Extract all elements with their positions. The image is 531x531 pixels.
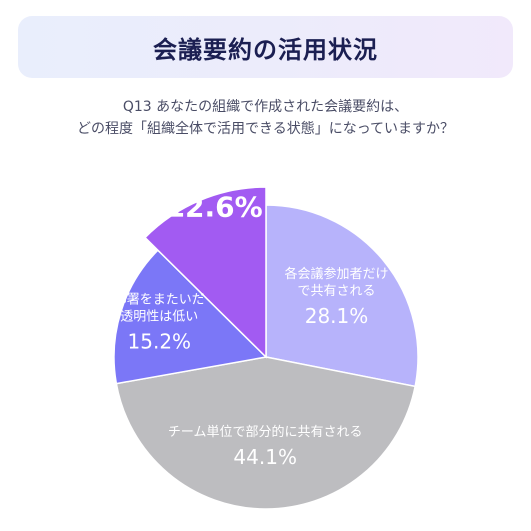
title-banner: 会議要約の活用状況 — [18, 16, 513, 78]
slice-1-label-line-1: 各会議参加者だけ — [284, 266, 388, 282]
pie-slice-2 — [115, 356, 417, 510]
pie-slices — [113, 186, 419, 510]
slice-3-value: 15.2% — [128, 329, 192, 353]
question-line-2: どの程度「組織全体で活用できる状態」になっていますか？ — [76, 121, 455, 137]
pie-slice-1 — [265, 204, 419, 388]
slice-1-value: 28.1% — [305, 304, 369, 328]
slice-4-label-line-2: 一元管理されている — [147, 168, 282, 186]
slice-2-value: 44.1% — [233, 445, 297, 469]
question-line-1: Q13 あなたの組織で作成された会議要約は、 — [122, 99, 409, 115]
pie-slice-4 — [143, 186, 267, 359]
slice-3-label-line-1: 部署をまたいだ — [114, 292, 205, 307]
pie-slice-3 — [113, 249, 268, 385]
slice-3-label-line-2: 透明性は低い — [120, 309, 198, 324]
slice-4-value: 12.6% — [166, 190, 263, 223]
page-title: 会議要約の活用状況 — [153, 35, 378, 64]
slice-4-label-line-1: 組織全体で — [177, 149, 252, 167]
question-text: Q13 あなたの組織で作成された会議要約は、 どの程度「組織全体で活用できる状態… — [0, 96, 531, 140]
slice-2-label-line-1: チーム単位で部分的に共有される — [168, 424, 363, 440]
slice-1-label-line-2: で共有される — [297, 284, 375, 299]
